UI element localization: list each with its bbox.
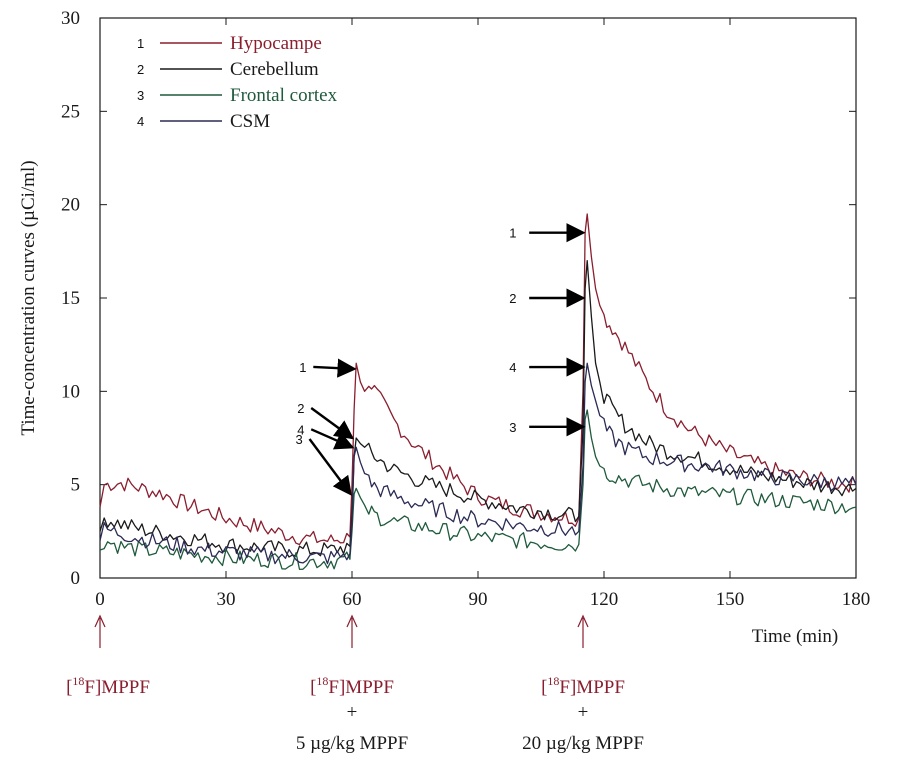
injection-arrow-head bbox=[577, 614, 589, 628]
y-tick-label: 25 bbox=[61, 101, 80, 122]
legend-number: 3 bbox=[137, 88, 144, 103]
peak-arrow-label: 1 bbox=[299, 360, 306, 375]
x-tick-label: 60 bbox=[343, 589, 362, 610]
peak-arrow-label: 2 bbox=[297, 401, 304, 416]
x-tick-label: 120 bbox=[590, 589, 619, 610]
y-tick-label: 30 bbox=[61, 8, 80, 29]
x-axis-label: Time (min) bbox=[752, 626, 838, 647]
legend-label: Cerebellum bbox=[230, 59, 319, 80]
x-tick-label: 90 bbox=[469, 589, 488, 610]
legend-number: 2 bbox=[137, 62, 144, 77]
x-tick-label: 30 bbox=[217, 589, 236, 610]
legend-label: CSM bbox=[230, 111, 270, 132]
series-line-frontal-cortex bbox=[99, 409, 857, 571]
y-axis-label: Time-concentration curves (µCi/ml) bbox=[18, 160, 39, 435]
y-tick-label: 0 bbox=[71, 568, 81, 589]
y-tick-label: 10 bbox=[61, 381, 80, 402]
series-layer bbox=[99, 213, 857, 571]
y-tick-label: 20 bbox=[61, 195, 80, 216]
injection-arrow-head bbox=[94, 614, 106, 628]
legend-number: 1 bbox=[137, 36, 144, 51]
injection-plus: + bbox=[347, 702, 358, 723]
peak-arrow-label: 3 bbox=[296, 432, 303, 447]
peak-arrow bbox=[310, 407, 355, 440]
peak-arrow bbox=[313, 358, 357, 378]
series-line-cerebellum bbox=[99, 260, 857, 558]
legend-number: 4 bbox=[137, 114, 144, 129]
injection-arrow-head bbox=[346, 614, 358, 628]
legend-label: Frontal cortex bbox=[230, 85, 338, 106]
peak-arrow-label: 1 bbox=[509, 226, 516, 241]
x-tick-label: 150 bbox=[716, 589, 745, 610]
y-tick-label: 5 bbox=[71, 475, 81, 496]
x-tick-label: 180 bbox=[842, 589, 871, 610]
injection-tracer-label: [18F]MPPF bbox=[310, 674, 394, 698]
peak-arrow-label: 3 bbox=[509, 420, 516, 435]
injection-markers: [18F]MPPF [18F]MPPF +5 µg/kg MPPF [18F]MPPF… bbox=[66, 614, 644, 754]
legend-label: Hypocampe bbox=[230, 33, 322, 54]
peak-arrow-label: 4 bbox=[297, 422, 304, 437]
peak-arrow-label: 4 bbox=[509, 360, 516, 375]
series-line-csm bbox=[99, 362, 857, 565]
peak-arrow bbox=[310, 428, 355, 450]
injection-tracer-label: [18F]MPPF bbox=[66, 674, 150, 698]
peak-arrow-label: 2 bbox=[509, 291, 516, 306]
injection-dose-label: 5 µg/kg MPPF bbox=[296, 733, 408, 754]
injection-dose-label: 20 µg/kg MPPF bbox=[522, 733, 644, 754]
y-tick-label: 15 bbox=[61, 288, 80, 309]
legend: 1 Hypocampe 2 Cerebellum 3 Frontal cortex 4 CSM bbox=[137, 33, 338, 132]
peak-arrow bbox=[308, 438, 352, 496]
x-tick-label: 0 bbox=[95, 589, 105, 610]
injection-plus: + bbox=[578, 702, 589, 723]
injection-tracer-label: [18F]MPPF bbox=[541, 674, 625, 698]
